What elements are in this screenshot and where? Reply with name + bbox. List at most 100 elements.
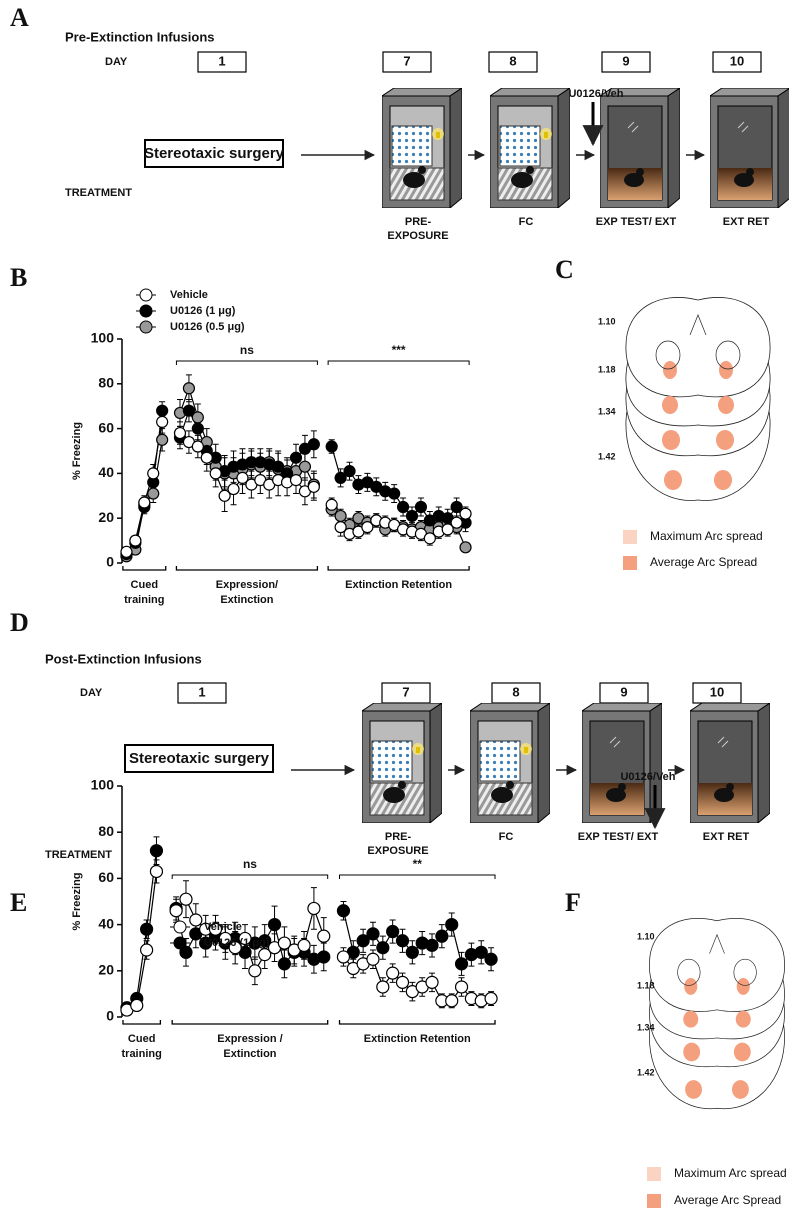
stage-label: EXPOSURE <box>367 845 428 857</box>
surgery-label: Stereotaxic surgery <box>129 750 270 767</box>
data-point <box>405 945 419 959</box>
data-point <box>435 929 449 943</box>
data-point <box>248 964 262 978</box>
day-number: 10 <box>730 53 744 68</box>
data-point <box>317 950 331 964</box>
data-point <box>227 482 240 496</box>
group-label: Expression / <box>217 1033 282 1045</box>
group-label: Extinction <box>223 1048 276 1060</box>
level-label: 1.34 <box>598 406 616 416</box>
data-point <box>277 957 291 971</box>
level-label: 1.34 <box>637 1022 655 1032</box>
data-point <box>405 509 419 523</box>
y-tick-label: 40 <box>98 464 114 480</box>
stage-label: EXT RET <box>723 216 770 228</box>
data-point <box>425 938 439 952</box>
legend-label: U0126 (1 μg) <box>204 937 270 949</box>
illustration <box>582 703 662 823</box>
day-number: 8 <box>512 684 519 699</box>
data-point <box>258 934 272 948</box>
data-point <box>191 440 204 453</box>
group-line <box>175 566 319 571</box>
significance-label: ns <box>240 343 254 357</box>
data-point <box>228 941 242 955</box>
y-tick-label: 100 <box>91 777 115 793</box>
data-point <box>179 892 193 906</box>
data-point <box>156 415 169 428</box>
y-tick-label: 20 <box>98 509 114 525</box>
surgery-box <box>144 139 284 168</box>
stage-label: FC <box>499 831 514 843</box>
data-point <box>386 966 400 980</box>
illustration <box>625 296 771 501</box>
legend-marker <box>139 320 153 334</box>
group-label: training <box>124 594 164 606</box>
illustration <box>470 703 550 823</box>
data-point <box>209 467 222 480</box>
panel-letter: D <box>10 608 29 637</box>
day-number: 1 <box>218 53 225 68</box>
data-point <box>218 489 231 502</box>
level-label: 1.10 <box>598 316 616 326</box>
group-line <box>122 566 167 571</box>
group-line <box>171 1020 329 1025</box>
legend-marker <box>139 288 153 302</box>
day-label: DAY <box>80 687 103 699</box>
data-point <box>258 948 272 962</box>
y-tick-label: 0 <box>106 1008 114 1024</box>
day-box <box>601 51 651 73</box>
data-point <box>147 487 160 500</box>
data-point <box>450 516 463 529</box>
data-point <box>289 474 303 487</box>
data-point <box>156 404 169 417</box>
data-point <box>484 991 498 1006</box>
data-point <box>200 451 213 464</box>
legend-marker <box>173 936 187 950</box>
data-point <box>445 917 459 932</box>
data-point <box>459 507 472 520</box>
significance-label: *** <box>392 343 406 357</box>
data-point <box>189 913 203 927</box>
data-point <box>208 922 223 936</box>
significance-label: ns <box>243 857 257 871</box>
legend-label: Vehicle <box>204 921 242 933</box>
illustration <box>382 88 462 208</box>
stage-label: PRE- <box>405 216 432 228</box>
group-label: Extinction <box>220 594 273 606</box>
data-point <box>386 924 400 939</box>
data-point <box>343 465 356 478</box>
data-point <box>149 864 164 879</box>
legend-marker <box>139 304 153 318</box>
illustration <box>690 703 770 823</box>
data-point <box>130 998 144 1013</box>
level-label: 1.42 <box>598 451 616 461</box>
y-axis-label: % Freezing <box>71 872 83 930</box>
data-point <box>277 936 291 950</box>
stage-label: PRE- <box>385 831 412 843</box>
data-point <box>297 938 311 952</box>
stage-label: EXPOSURE <box>387 230 448 242</box>
data-point <box>298 460 312 473</box>
data-point <box>356 934 370 948</box>
significance-bracket <box>327 360 470 365</box>
panel-letter: F <box>565 888 581 917</box>
illustration <box>600 88 680 208</box>
legend-swatch <box>647 1194 661 1208</box>
illustration <box>710 88 789 208</box>
illustration <box>362 703 442 823</box>
data-point <box>376 941 390 955</box>
data-point <box>459 541 472 554</box>
day-number: 7 <box>403 53 410 68</box>
y-tick-label: 60 <box>98 419 114 435</box>
legend-swatch <box>623 556 637 570</box>
stage-label: EXT RET <box>703 831 750 843</box>
surgery-box <box>124 744 274 773</box>
data-point <box>169 904 183 918</box>
data-point <box>325 440 338 453</box>
legend-swatch <box>647 1167 661 1181</box>
data-point <box>454 957 469 971</box>
legend-label: Vehicle <box>170 289 208 301</box>
data-point <box>138 496 151 509</box>
data-point <box>182 382 196 395</box>
y-tick-label: 100 <box>91 330 115 346</box>
